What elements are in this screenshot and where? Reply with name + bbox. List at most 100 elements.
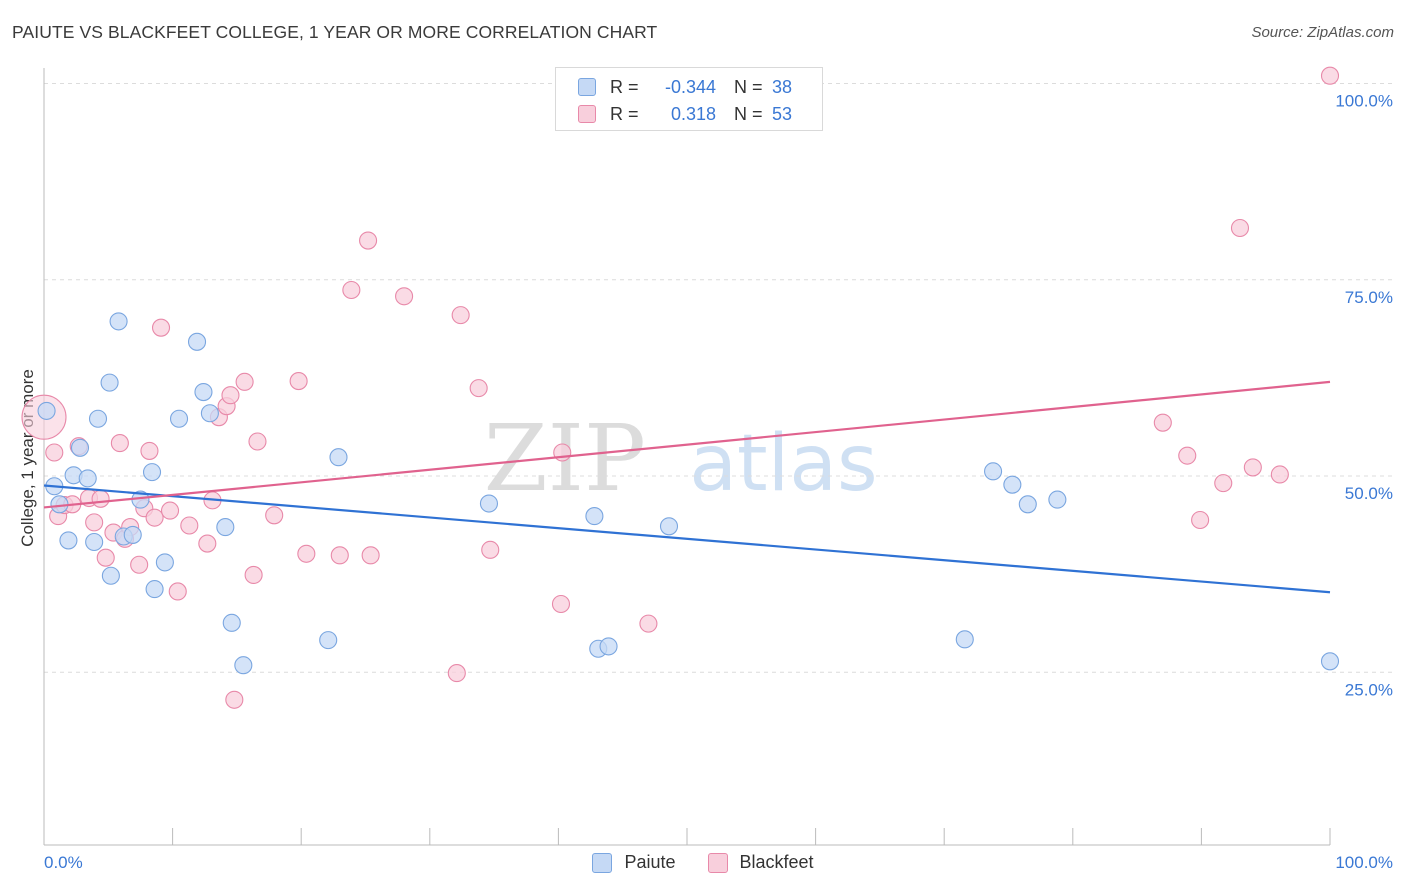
blackfeet-swatch-icon bbox=[578, 105, 596, 123]
blackfeet-point bbox=[85, 513, 104, 532]
blackfeet-point bbox=[361, 546, 380, 565]
x-tick-label: 0.0% bbox=[44, 853, 83, 872]
r-value: -0.344 bbox=[664, 76, 716, 97]
correlation-legend: R = -0.344 N = 38 R = 0.318 N = 53 bbox=[555, 67, 823, 131]
n-value: 38 bbox=[772, 76, 793, 97]
n-label: N = bbox=[734, 76, 763, 97]
r-value: 0.318 bbox=[670, 103, 716, 124]
paiute-trendline bbox=[43, 484, 1331, 594]
paiute-point bbox=[319, 631, 338, 650]
watermark-atlas: atlas bbox=[689, 419, 878, 509]
blackfeet-point bbox=[1320, 66, 1340, 85]
paiute-point bbox=[1048, 490, 1067, 509]
blackfeet-point bbox=[289, 372, 308, 391]
x-tick-label: 100.0% bbox=[1335, 853, 1393, 872]
blackfeet-point bbox=[451, 306, 470, 325]
blackfeet-point bbox=[342, 280, 361, 300]
blackfeet-point bbox=[469, 379, 488, 398]
paiute-point bbox=[222, 613, 241, 632]
paiute-point bbox=[85, 532, 104, 552]
paiute-point bbox=[37, 401, 56, 420]
paiute-point bbox=[1018, 495, 1037, 514]
y-tick-label: 75.0% bbox=[1345, 288, 1393, 307]
paiute-point bbox=[100, 373, 119, 392]
paiute-point bbox=[599, 637, 618, 656]
legend-item-blackfeet[interactable]: Blackfeet bbox=[707, 852, 814, 873]
paiute-point bbox=[155, 553, 174, 572]
chart-title: PAIUTE VS BLACKFEET COLLEGE, 1 YEAR OR M… bbox=[12, 22, 658, 42]
paiute-point bbox=[955, 630, 974, 649]
blackfeet-point bbox=[248, 432, 267, 451]
blackfeet-point bbox=[447, 664, 466, 683]
blackfeet-point bbox=[551, 594, 571, 614]
paiute-point bbox=[169, 409, 189, 428]
legend-item-paiute[interactable]: Paiute bbox=[592, 852, 676, 873]
paiute-point bbox=[194, 383, 213, 402]
paiute-point bbox=[216, 518, 235, 537]
paiute-point bbox=[329, 448, 348, 467]
paiute-swatch-icon bbox=[578, 78, 596, 96]
paiute-point bbox=[659, 517, 679, 536]
blackfeet-point bbox=[1243, 458, 1262, 477]
r-label: R = bbox=[610, 103, 639, 124]
paiute-point bbox=[984, 462, 1003, 481]
blackfeet-point bbox=[1214, 474, 1233, 493]
blackfeet-point bbox=[140, 441, 159, 460]
paiute-point bbox=[142, 463, 162, 482]
y-tick-label: 100.0% bbox=[1335, 92, 1393, 111]
paiute-point bbox=[200, 404, 219, 423]
paiute-point bbox=[145, 580, 164, 599]
paiute-point bbox=[234, 656, 253, 675]
n-label: N = bbox=[734, 103, 763, 124]
paiute-point bbox=[1320, 652, 1340, 671]
blackfeet-point bbox=[1178, 446, 1197, 465]
blackfeet-point bbox=[1230, 218, 1250, 238]
legend-label-blackfeet: Blackfeet bbox=[739, 852, 814, 872]
blackfeet-point bbox=[110, 434, 129, 453]
paiute-point bbox=[88, 409, 108, 428]
blackfeet-point bbox=[244, 565, 263, 585]
series-legend: Paiute Blackfeet bbox=[0, 852, 1406, 873]
blackfeet-point bbox=[481, 540, 500, 559]
blackfeet-point bbox=[1270, 465, 1289, 484]
paiute-point bbox=[59, 531, 78, 550]
legend-row-blackfeet: R = 0.318 N = 53 bbox=[578, 102, 792, 126]
blackfeet-point bbox=[1191, 510, 1210, 530]
legend-label-paiute: Paiute bbox=[624, 852, 676, 872]
y-tick-label: 25.0% bbox=[1345, 680, 1393, 699]
paiute-point bbox=[479, 494, 499, 513]
legend-row-paiute: R = -0.344 N = 38 bbox=[578, 75, 792, 99]
blackfeet-swatch-icon bbox=[707, 852, 728, 873]
blackfeet-trendline bbox=[43, 380, 1331, 509]
source-label: Source: ZipAtlas.com bbox=[1251, 24, 1394, 41]
paiute-point bbox=[1003, 475, 1022, 494]
y-tick-label: 50.0% bbox=[1345, 484, 1393, 503]
blackfeet-point bbox=[395, 287, 414, 306]
paiute-point bbox=[109, 312, 128, 331]
blackfeet-point bbox=[297, 544, 316, 563]
paiute-point bbox=[78, 469, 97, 488]
blackfeet-point bbox=[96, 548, 115, 567]
blackfeet-point bbox=[198, 534, 217, 553]
blackfeet-point bbox=[330, 546, 349, 565]
paiute-point bbox=[585, 507, 604, 526]
r-label: R = bbox=[610, 76, 639, 97]
blackfeet-point bbox=[151, 318, 171, 337]
n-value: 53 bbox=[772, 103, 793, 124]
blackfeet-point bbox=[145, 508, 164, 527]
blackfeet-point bbox=[180, 516, 199, 535]
blackfeet-point bbox=[168, 582, 187, 601]
paiute-point bbox=[123, 525, 142, 544]
blackfeet-point bbox=[235, 372, 254, 391]
blackfeet-point bbox=[359, 231, 378, 250]
blackfeet-point bbox=[1153, 413, 1172, 432]
blackfeet-point bbox=[45, 443, 64, 462]
blackfeet-point bbox=[130, 555, 149, 574]
paiute-point bbox=[70, 438, 90, 457]
blackfeet-point bbox=[265, 506, 284, 525]
paiute-point bbox=[187, 332, 207, 351]
paiute-point bbox=[101, 566, 120, 585]
blackfeet-point bbox=[160, 501, 180, 520]
blackfeet-point bbox=[221, 386, 240, 405]
